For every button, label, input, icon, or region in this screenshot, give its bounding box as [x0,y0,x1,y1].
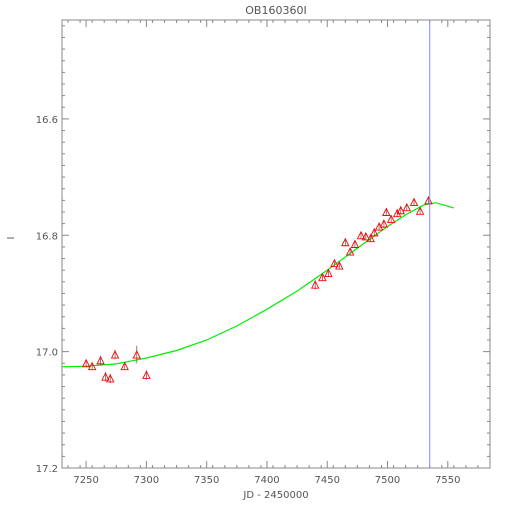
data-point [105,373,115,384]
x-tick-label: 7500 [375,475,400,486]
data-point [132,345,141,364]
y-tick-label: 16.8 [36,231,58,242]
data-point [350,239,360,248]
data-point [370,227,379,237]
data-point [335,261,344,270]
x-tick-label: 7250 [73,475,98,486]
point-marker [101,372,110,381]
data-point [361,231,371,241]
point-marker [379,219,389,228]
point-marker [120,361,129,371]
point-marker [81,358,91,368]
point-marker [335,261,344,270]
x-tick-label: 7450 [315,475,340,486]
data-point [87,361,97,371]
model-curve [61,202,454,368]
data-point [324,268,333,278]
data-point [81,358,91,368]
data-point [142,370,151,380]
data-point [386,214,396,223]
point-marker [345,247,355,256]
data-point [110,349,120,360]
x-tick-label: 7550 [435,475,460,486]
data-point [396,205,406,215]
point-marker [105,373,115,383]
point-marker [382,207,391,216]
data-point [409,197,419,207]
model-curve-group [61,202,454,368]
point-marker [341,237,350,247]
y-axis-label: I [6,237,17,240]
data-point [356,230,366,240]
data-point [318,272,327,282]
point-marker [402,202,412,212]
point-marker [409,197,419,207]
data-point [330,258,339,268]
point-marker [318,272,327,282]
point-marker [366,233,375,243]
point-marker [396,205,406,215]
point-marker [142,370,151,379]
point-marker [350,239,360,248]
data-point [379,219,389,228]
x-axis-label: JD - 2450000 [242,490,308,501]
y-tick-label: 16.6 [36,115,58,126]
data-points [81,195,433,384]
plot-frame [61,19,491,469]
x-tick-label: 7350 [194,475,219,486]
point-marker [370,227,379,237]
point-marker [310,280,320,289]
point-marker [386,214,396,223]
x-ticks: 7250 7300 7350 7400 7450 7500 7550 [67,20,479,486]
y-tick-label: 17.2 [36,464,58,475]
point-marker [415,206,425,215]
data-point [96,355,105,366]
point-marker [330,258,339,268]
y-ticks: 16.6 16.8 17.0 17.2 [36,25,490,475]
point-marker [87,361,97,371]
chart-title: OB160360I [245,4,306,17]
point-marker [132,350,141,359]
point-marker [361,231,371,241]
point-marker [110,350,120,359]
x-tick-label: 7400 [254,475,279,486]
data-point [415,206,425,215]
data-point [101,372,110,382]
point-marker [324,268,333,278]
data-point [120,361,129,371]
y-tick-label: 17.0 [36,348,58,359]
point-marker [424,195,433,205]
x-tick-label: 7300 [134,475,159,486]
data-point [424,195,433,205]
data-point [382,207,391,216]
point-marker [356,230,366,240]
point-marker [392,208,402,218]
data-point [402,202,412,212]
data-point [341,237,350,247]
data-point [345,247,355,256]
data-point [310,280,320,290]
point-marker [96,355,105,365]
